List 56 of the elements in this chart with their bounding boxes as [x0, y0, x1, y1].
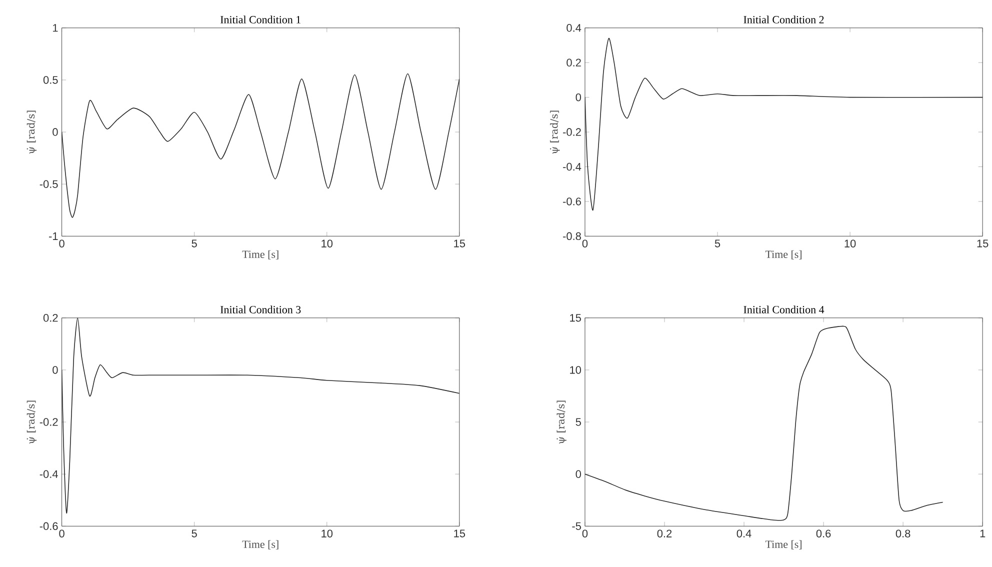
x-tick-label: 10 — [322, 530, 333, 538]
y-tick-label: -0.6 — [40, 522, 58, 530]
x-tick-label: 10 — [322, 240, 333, 248]
y-tick-label: -0.4 — [40, 470, 58, 478]
x-axis-title: Time [s] — [242, 540, 278, 550]
x-tick-label: 5 — [192, 530, 197, 538]
chart-title: Initial Condition 2 — [744, 16, 824, 24]
chart-title: Initial Condition 3 — [220, 306, 301, 314]
y-tick-label: -0.4 — [563, 162, 582, 171]
line-series — [584, 326, 944, 521]
y-tick-label: -0.2 — [563, 128, 581, 136]
y-tick-label: 15 — [570, 314, 581, 322]
x-tick-label: 1 — [980, 530, 986, 538]
x-tick-label: 0 — [582, 240, 588, 248]
x-tick-label: 15 — [454, 240, 466, 248]
y-tick-label: 0.5 — [43, 76, 58, 84]
x-tick-label: 15 — [977, 240, 988, 248]
y-tick-label: 1 — [53, 24, 58, 32]
line-series — [584, 38, 983, 211]
y-tick-label: -1 — [49, 232, 58, 240]
y-tick-label: -0.6 — [563, 198, 581, 206]
x-axis-title: Time [s] — [242, 250, 278, 260]
x-tick-label: 15 — [454, 530, 466, 538]
line-series — [62, 73, 460, 218]
y-tick-label: -0.5 — [40, 180, 58, 188]
x-tick-label: 5 — [192, 240, 197, 248]
y-tick-label: 0.2 — [566, 58, 581, 66]
y-tick-label: 0 — [576, 470, 582, 478]
x-tick-label: 0.6 — [816, 530, 831, 538]
x-axis-title: Time [s] — [765, 540, 802, 550]
y-tick-label: 0.2 — [43, 314, 58, 322]
x-tick-label: 0.8 — [896, 530, 910, 538]
y-tick-label: -5 — [572, 522, 581, 530]
x-tick-label: 10 — [844, 240, 856, 248]
x-axis-title: Time [s] — [765, 250, 802, 260]
chart-title: Initial Condition 1 — [220, 16, 300, 24]
x-tick-label: 0 — [59, 240, 64, 248]
y-tick-label: 0 — [576, 93, 582, 102]
y-axis-title: ψ̇ [rad/s] — [26, 400, 37, 444]
x-tick-label: 0 — [582, 530, 588, 538]
x-tick-label: 0 — [59, 530, 64, 538]
y-tick-label: 0 — [52, 366, 58, 374]
y-axis-title: ψ̇ [rad/s] — [26, 110, 37, 154]
y-tick-label: 0 — [52, 128, 58, 136]
chart-title: Initial Condition 4 — [744, 306, 824, 314]
y-tick-label: -0.8 — [563, 232, 581, 240]
y-tick-label: 5 — [576, 418, 581, 426]
x-tick-label: 0.2 — [657, 530, 672, 538]
y-axis-title: ψ̇ [rad/s] — [550, 110, 560, 154]
y-axis-title: ψ̇ [rad/s] — [556, 400, 566, 444]
y-tick-label: 10 — [570, 366, 582, 374]
y-tick-label: 0.4 — [566, 24, 582, 32]
x-tick-label: 5 — [714, 240, 720, 248]
y-tick-label: -0.2 — [40, 418, 58, 426]
x-tick-label: 0.4 — [736, 530, 752, 538]
line-series — [62, 318, 460, 514]
